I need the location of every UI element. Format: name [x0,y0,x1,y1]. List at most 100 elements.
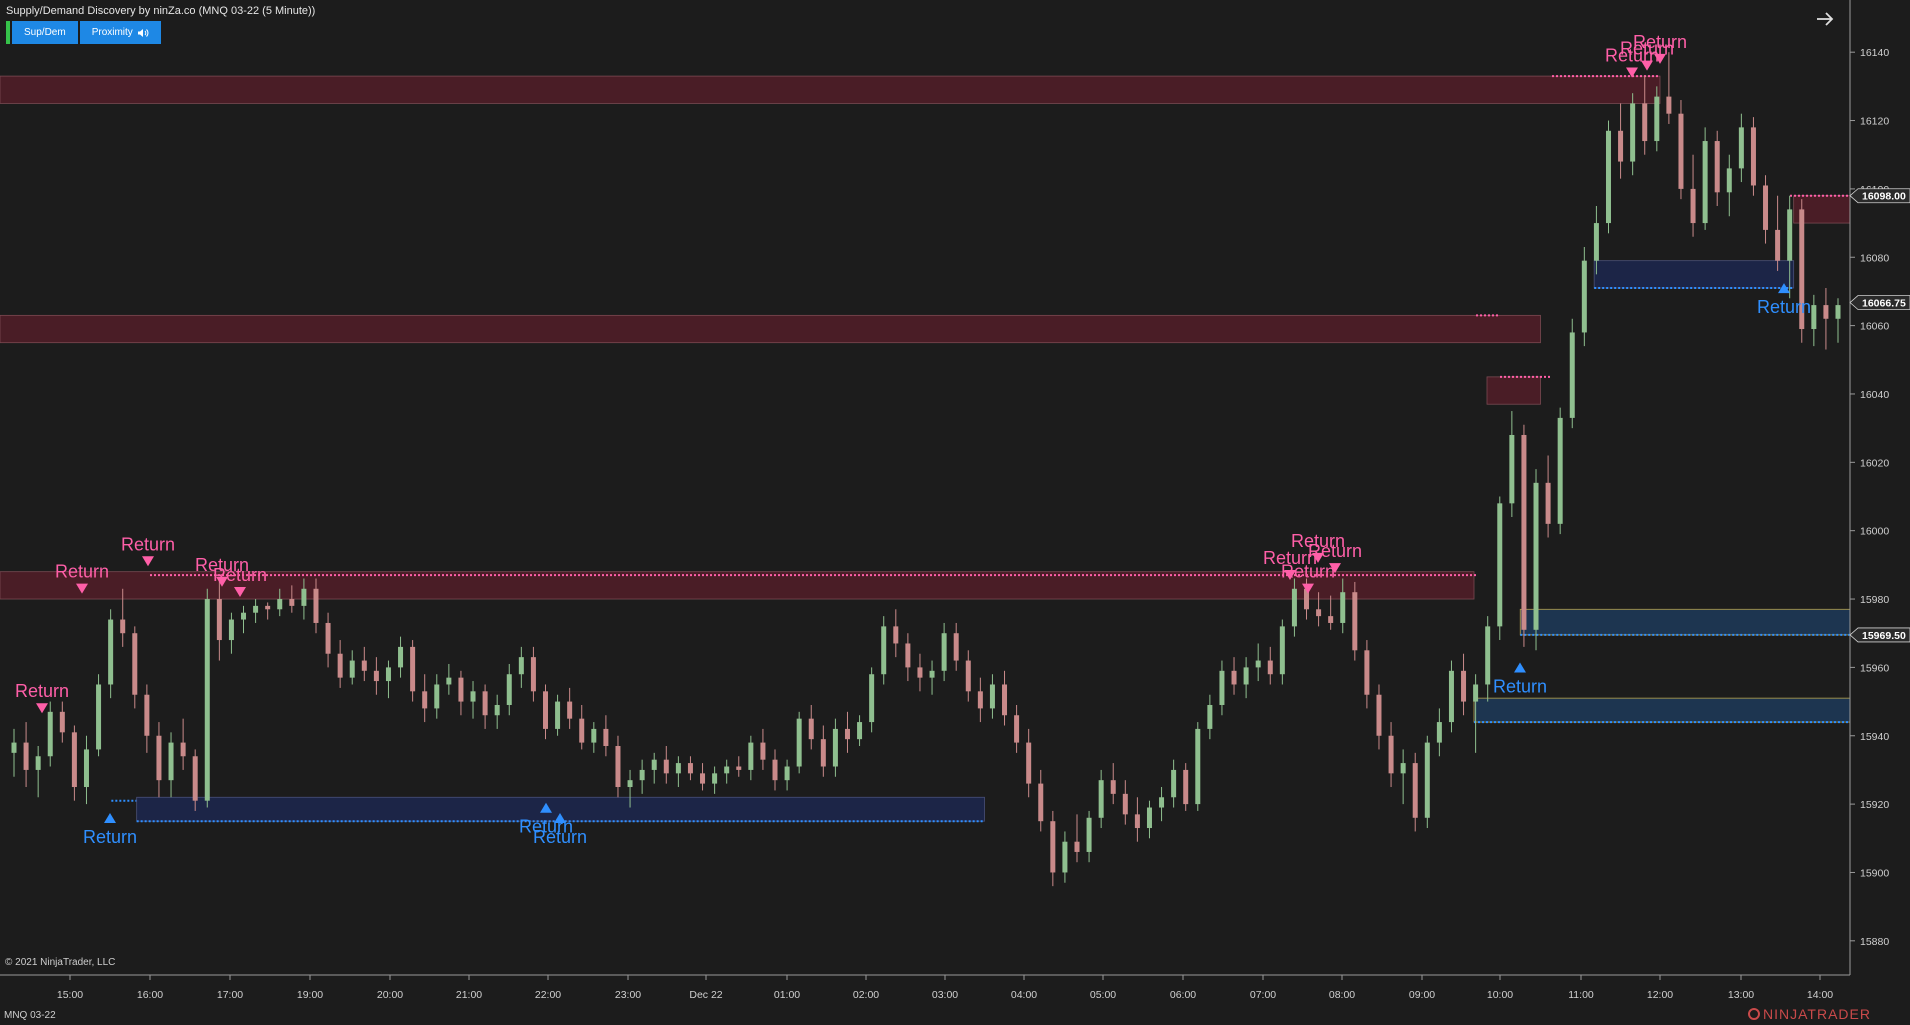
candle-body [615,746,621,788]
brand-logo-icon [1748,1008,1760,1020]
candle-body [241,612,247,620]
candle-body [542,691,548,729]
price-tick-label: 16120 [1860,116,1889,128]
return-label: Return [1633,32,1687,52]
candle-body [1110,780,1116,794]
price-tick-label: 16060 [1860,321,1889,333]
return-label: Return [213,565,267,585]
candle-body [1014,715,1020,743]
return-label: Return [15,681,69,701]
candle-body [1642,103,1648,142]
proximity-button[interactable]: Proximity [79,21,161,44]
price-tick-label: 15920 [1860,799,1889,811]
candle-body [1352,592,1358,651]
return-label: Return [1605,46,1659,66]
return-demand-marker-icon [540,802,552,813]
candle-body [591,728,597,743]
connection-status-indicator [6,21,10,44]
candle-body [1050,821,1056,873]
candle-body [603,728,609,747]
candle-body [893,626,899,644]
price-tick-label: 15900 [1860,867,1889,879]
time-tick-label: 17:00 [217,989,243,1001]
return-supply-marker-icon [1284,569,1296,580]
candle-body [470,691,476,702]
candle-body [1364,650,1370,695]
arrow-right-icon[interactable] [1814,8,1836,30]
marker-layer: ReturnReturnReturnReturnReturnReturnRetu… [15,32,1811,847]
candle-body [687,763,693,774]
candle-body [1763,185,1769,230]
candle-body [361,660,367,671]
return-label: Return [1493,677,1547,697]
candle-body [120,619,126,634]
candle-body [675,763,681,774]
return-label: Return [1281,562,1335,582]
candle-body [1291,588,1297,627]
price-tick-label: 15940 [1860,731,1889,743]
demand-zone [1473,697,1851,723]
candle-body [1026,742,1032,784]
price-tick-label: 16100 [1860,184,1889,196]
price-tick-label: 15960 [1860,662,1889,674]
candle-body [1255,660,1261,668]
indicator-toolbar: Sup/Dem Proximity [6,21,161,44]
candle-body [1557,417,1563,524]
return-supply-marker-icon [216,576,228,587]
candle-body [23,742,29,770]
price-tag-label: 15969.50 [1862,630,1906,642]
candle-body [108,619,114,685]
supdem-button[interactable]: Sup/Dem [12,21,78,44]
price-tag-label: 16098.00 [1862,191,1906,203]
price-tag [1849,627,1910,643]
candle-body [1775,229,1781,261]
candle-body [1461,670,1467,702]
return-label: Return [1620,39,1674,59]
return-label: Return [1757,297,1811,317]
candle-body [869,674,875,723]
time-tick-label: 20:00 [377,989,403,1001]
time-tick-label: 12:00 [1647,989,1673,1001]
candle-layer [11,52,1841,887]
candle-body [1328,616,1334,623]
time-tick-label: 14:00 [1807,989,1833,1001]
candle-body [1400,763,1406,774]
return-label: Return [519,817,573,837]
candle-body [1835,305,1841,319]
candle-body [1811,305,1817,330]
candle-body [857,722,863,740]
candle-body [277,599,283,610]
candle-body [1666,96,1672,114]
candle-body [494,704,500,716]
candle-body [1134,814,1140,829]
candle-body [313,588,319,623]
price-tag [1849,188,1910,204]
candle-body [1654,96,1660,142]
candle-body [59,711,65,733]
candle-body [1146,807,1152,829]
candle-body [373,670,379,682]
candle-body [349,660,355,678]
candle-body [1340,592,1346,623]
time-tick-label: 02:00 [853,989,879,1001]
time-tick-label: 07:00 [1250,989,1276,1001]
return-supply-marker-icon [1626,67,1638,78]
candle-body [71,732,77,788]
candle-body [96,684,102,750]
candle-body [989,684,995,709]
time-tick-label: 11:00 [1568,989,1594,1001]
candle-body [132,633,138,695]
return-label: Return [1308,541,1362,561]
candle-body [518,657,524,675]
candle-body [567,701,573,719]
return-label: Return [1291,531,1345,551]
candle-body [1279,626,1285,675]
candle-body [228,619,234,641]
time-tick-label: 08:00 [1329,989,1355,1001]
return-supply-marker-icon [1302,583,1314,594]
return-supply-marker-icon [1312,552,1324,563]
price-tick-label: 15880 [1860,936,1889,948]
price-tick-label: 16080 [1860,252,1889,264]
candle-body [434,684,440,709]
